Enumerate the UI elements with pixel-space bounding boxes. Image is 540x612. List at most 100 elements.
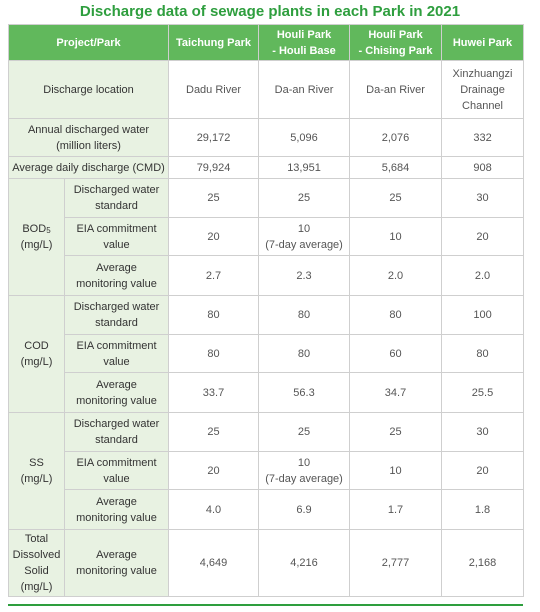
row-label-daily: Average daily discharge (CMD): [7, 156, 170, 179]
bod-subscript: 5: [46, 226, 51, 235]
sub-label-avg: Average monitoring value: [63, 255, 170, 296]
cell-cod-avg-huwei: 25.5: [441, 372, 525, 413]
bod-name: BOD: [22, 223, 47, 235]
cell-annual-houli-chising: 2,076: [349, 118, 443, 157]
sub-label-standard: Discharged water standard: [63, 295, 170, 335]
sub-label-line1: Discharged water: [73, 184, 160, 196]
sub-label-line1: EIA commitment: [76, 339, 157, 352]
sub-label-line2: monitoring value: [76, 511, 157, 524]
group-label-tds: Total Dissolved Solid (mg/L): [8, 529, 65, 597]
tds-name-line1: Total: [24, 533, 49, 545]
cell-cod-standard-houli-chising: 80: [349, 295, 443, 335]
table-row: Average monitoring value 2.7 2.3 2.0 2.0: [9, 255, 525, 296]
row-label-annual-line1: Annual discharged water: [27, 123, 150, 136]
sub-label-standard: Discharged water standard: [63, 178, 170, 218]
header-houli-chising-line2: - Chising Park: [358, 44, 433, 57]
cell-cod-avg-taichung: 33.7: [168, 372, 260, 413]
cell-ss-avg-houli-chising: 1.7: [349, 489, 443, 530]
cell-cod-avg-houli-base: 56.3: [258, 372, 351, 413]
table-bottom-rule: [8, 604, 523, 606]
table-row: Total Dissolved Solid (mg/L) Average mon…: [8, 529, 525, 597]
table-row: Discharge location Dadu River Da-an Rive…: [7, 60, 525, 119]
cell-location-huwei-line2: Drainage: [460, 83, 505, 96]
sub-label-line2: value: [103, 472, 130, 485]
sub-label-avg: Average monitoring value: [63, 372, 170, 413]
header-huwei: Huwei Park: [441, 24, 525, 61]
sub-label-line2: value: [103, 355, 130, 368]
cod-name: COD: [24, 340, 49, 352]
cell-bod-standard-taichung: 25: [168, 178, 260, 218]
header-houli-base-line2: - Houli Base: [272, 44, 336, 57]
cell-bod-avg-houli-chising: 2.0: [349, 255, 443, 296]
sub-label-line2: standard: [95, 317, 138, 329]
cell-ss-eia-houli-base: 10 (7-day average): [258, 451, 351, 490]
sub-label-eia: EIA commitment value: [63, 334, 170, 373]
sub-label-line1: Average: [96, 378, 137, 391]
cell-ss-avg-huwei: 1.8: [441, 489, 525, 530]
page-title: Discharge data of sewage plants in each …: [79, 3, 461, 20]
cell-bod-avg-huwei: 2.0: [441, 255, 525, 296]
cell-annual-taichung: 29,172: [168, 118, 260, 157]
header-row: Project/Park Taichung Park Houli Park - …: [7, 24, 525, 61]
cell-daily-houli-base: 13,951: [258, 156, 351, 179]
cell-location-taichung: Dadu River: [168, 60, 260, 119]
header-taichung: Taichung Park: [168, 24, 260, 61]
table-row: Average monitoring value 4.0 6.9 1.7 1.8: [9, 489, 525, 530]
sub-label-standard: Discharged water standard: [63, 412, 170, 452]
table-row: SS (mg/L) Discharged water standard 25 2…: [8, 412, 525, 530]
cell-ss-eia-houli-base-note: (7-day average): [265, 472, 343, 485]
cell-ss-standard-houli-base: 25: [258, 412, 351, 452]
cell-bod-eia-taichung: 20: [168, 217, 260, 256]
cell-cod-eia-houli-chising: 60: [349, 334, 443, 373]
sub-label-line2: standard: [95, 434, 138, 446]
ss-name: SS: [29, 457, 44, 469]
cell-tds-avg-huwei: 2,168: [441, 529, 525, 597]
cell-cod-avg-houli-chising: 34.7: [349, 372, 443, 413]
cell-ss-eia-houli-chising: 10: [349, 451, 443, 490]
cell-bod-eia-houli-base-value: 10: [297, 222, 311, 235]
header-houli-base-line1: Houli Park: [276, 28, 332, 41]
table-row: Average monitoring value 33.7 56.3 34.7 …: [9, 372, 525, 413]
table-row: Annual discharged water (million liters)…: [7, 118, 525, 157]
cell-ss-eia-huwei: 20: [441, 451, 525, 490]
cell-location-houli-base: Da-an River: [258, 60, 351, 119]
sub-label-line1: Average: [96, 261, 137, 274]
cell-bod-eia-houli-base: 10 (7-day average): [258, 217, 351, 256]
cell-annual-houli-base: 5,096: [258, 118, 351, 157]
table-row: BOD5 (mg/L) Discharged water standard 25…: [8, 178, 525, 296]
cell-daily-huwei: 908: [441, 156, 525, 179]
sub-label-line2: standard: [95, 200, 138, 212]
tds-unit: (mg/L): [20, 581, 53, 593]
sub-label-avg: Average monitoring value: [63, 489, 170, 530]
cell-ss-standard-houli-chising: 25: [349, 412, 443, 452]
cell-ss-standard-taichung: 25: [168, 412, 260, 452]
cell-ss-eia-houli-base-value: 10: [297, 456, 311, 469]
cell-tds-avg-houli-base: 4,216: [258, 529, 351, 597]
table-row: EIA commitment value 80 80 60 80: [9, 334, 525, 373]
table-row: EIA commitment value 20 10 (7-day averag…: [9, 451, 525, 490]
cell-bod-standard-huwei: 30: [441, 178, 525, 218]
row-label-annual-line2: (million liters): [56, 139, 121, 152]
sub-label-line1: EIA commitment: [76, 456, 157, 469]
sub-label-line1: Average: [96, 495, 137, 508]
cell-ss-standard-huwei: 30: [441, 412, 525, 452]
sub-label-avg: Average monitoring value: [63, 529, 170, 597]
cell-ss-avg-houli-base: 6.9: [258, 489, 351, 530]
sub-label-line1: Discharged water: [73, 301, 160, 313]
row-label-location: Discharge location: [7, 60, 170, 119]
sub-label-line1: Discharged water: [73, 418, 160, 430]
group-label-bod: BOD5 (mg/L): [8, 178, 65, 296]
cell-location-huwei-line1: Xinzhuangzi: [452, 67, 513, 80]
sub-label-line1: Average: [96, 549, 137, 561]
cell-bod-eia-huwei: 20: [441, 217, 525, 256]
cell-tds-avg-houli-chising: 2,777: [349, 529, 443, 597]
sub-label-line2: monitoring value: [76, 277, 157, 290]
cell-cod-standard-taichung: 80: [168, 295, 260, 335]
cell-location-huwei-line3: Channel: [462, 99, 503, 112]
cell-bod-standard-houli-chising: 25: [349, 178, 443, 218]
cell-tds-avg-taichung: 4,649: [168, 529, 260, 597]
sub-label-line2: monitoring value: [76, 394, 157, 407]
cell-daily-taichung: 79,924: [168, 156, 260, 179]
cell-bod-avg-houli-base: 2.3: [258, 255, 351, 296]
cell-bod-standard-houli-base: 25: [258, 178, 351, 218]
